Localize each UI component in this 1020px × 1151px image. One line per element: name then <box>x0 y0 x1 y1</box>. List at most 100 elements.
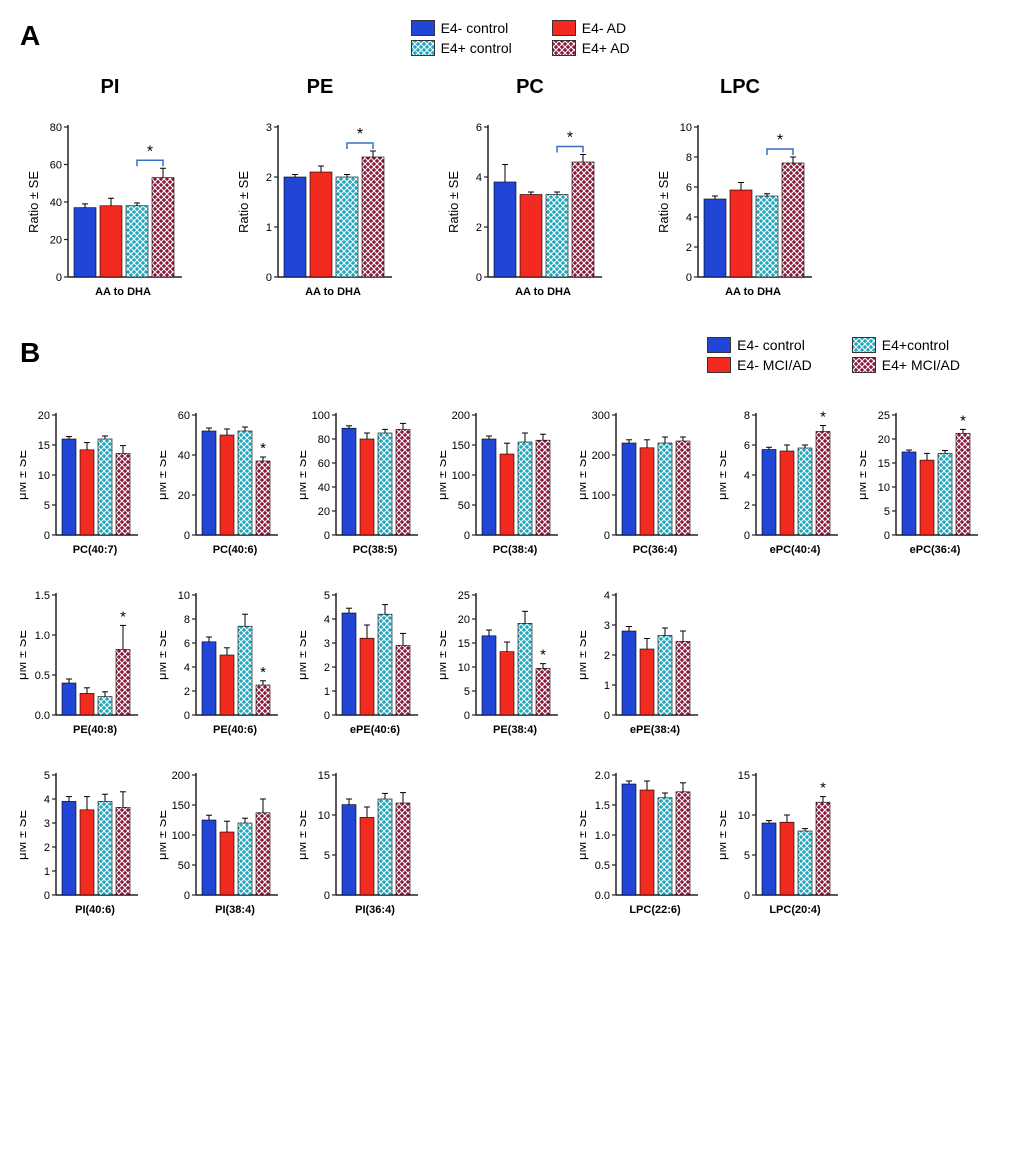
svg-text:0: 0 <box>324 530 330 542</box>
chart-a-lpc: LPC0246810Ratio ± SE*AA to DHA <box>650 76 830 307</box>
svg-text:4: 4 <box>184 662 190 674</box>
svg-text:20: 20 <box>458 614 470 626</box>
legend-item: E4+control <box>852 337 960 353</box>
svg-text:2: 2 <box>604 650 610 662</box>
bar-chart: 0.00.51.01.52.0μM ± SELPC(22:6) <box>580 753 702 923</box>
svg-text:PI(38:4): PI(38:4) <box>215 904 255 916</box>
legend-b: E4- control E4- MCI/AD E4+control E4+ MCI/A… <box>707 337 960 373</box>
bar-chart: 0246Ratio ± SE*AA to DHA <box>440 107 620 307</box>
bar-chart: 0204060μM ± SE*PC(40:6) <box>160 393 282 563</box>
chart-a-pe: PE0123Ratio ± SE*AA to DHA <box>230 76 410 307</box>
chart-b: 0.00.51.01.52.0μM ± SELPC(22:6) <box>580 753 702 923</box>
svg-text:LPC(20:4): LPC(20:4) <box>769 904 821 916</box>
legend-item: E4+ MCI/AD <box>852 357 960 373</box>
chart-b: 0 5 10 15 μM ± SE * LPC(20:4) <box>720 753 842 923</box>
svg-text:AA to DHA: AA to DHA <box>95 286 151 298</box>
panel-b-rows: 05101520μM ± SEPC(40:7)0204060μM ± SE*PC… <box>20 393 1000 923</box>
svg-text:5: 5 <box>744 850 750 862</box>
svg-text:25: 25 <box>878 410 890 422</box>
svg-text:*: * <box>820 780 826 797</box>
svg-text:μM ± SE: μM ± SE <box>20 630 29 680</box>
svg-text:20: 20 <box>878 434 890 446</box>
svg-text:PI(40:6): PI(40:6) <box>75 904 115 916</box>
svg-text:6: 6 <box>184 638 190 650</box>
svg-text:0: 0 <box>324 710 330 722</box>
svg-text:150: 150 <box>172 800 190 812</box>
legend-item: E4- MCI/AD <box>707 357 812 373</box>
svg-text:1: 1 <box>604 680 610 692</box>
bar-chart: 051015μM ± SEPI(36:4) <box>300 753 422 923</box>
svg-text:40: 40 <box>50 197 62 209</box>
svg-text:1.5: 1.5 <box>35 590 50 602</box>
svg-text:6: 6 <box>686 182 692 194</box>
svg-text:2.0: 2.0 <box>595 770 610 782</box>
svg-text:0: 0 <box>266 272 272 284</box>
chart-b: 0.00.51.01.5μM ± SE*PE(40:8) <box>20 573 142 743</box>
svg-text:1.0: 1.0 <box>595 830 610 842</box>
chart-b: 0100200300μM ± SEPC(36:4) <box>580 393 702 563</box>
svg-text:0: 0 <box>744 530 750 542</box>
svg-text:1: 1 <box>44 866 50 878</box>
svg-text:0: 0 <box>744 890 750 902</box>
svg-text:8: 8 <box>686 152 692 164</box>
svg-text:15: 15 <box>738 770 750 782</box>
svg-text:15: 15 <box>458 638 470 650</box>
svg-text:60: 60 <box>50 160 62 172</box>
svg-text:60: 60 <box>178 410 190 422</box>
svg-text:60: 60 <box>318 458 330 470</box>
svg-text:2: 2 <box>324 662 330 674</box>
bar-chart: 02468μM ± SE*ePC(40:4) <box>720 393 842 563</box>
svg-text:0: 0 <box>464 530 470 542</box>
legend-item: E4- control <box>707 337 812 353</box>
chart-title: PI <box>101 76 120 99</box>
svg-text:20: 20 <box>178 490 190 502</box>
bar-chart: 0246810Ratio ± SE*AA to DHA <box>650 107 830 307</box>
svg-text:*: * <box>960 412 966 429</box>
svg-text:10: 10 <box>458 662 470 674</box>
svg-text:15: 15 <box>878 458 890 470</box>
bar-chart: 020406080Ratio ± SE*AA to DHA <box>20 107 200 307</box>
svg-text:LPC(22:6): LPC(22:6) <box>629 904 681 916</box>
svg-text:40: 40 <box>178 450 190 462</box>
svg-text:Ratio ± SE: Ratio ± SE <box>236 171 251 233</box>
bar-chart: 0 5 10 15 μM ± SE * LPC(20:4) <box>720 753 842 923</box>
svg-text:ePE(38:4): ePE(38:4) <box>630 724 680 736</box>
svg-text:300: 300 <box>592 410 610 422</box>
svg-text:0.0: 0.0 <box>35 710 50 722</box>
svg-text:5: 5 <box>324 850 330 862</box>
svg-text:Ratio ± SE: Ratio ± SE <box>446 171 461 233</box>
svg-text:25: 25 <box>458 590 470 602</box>
bar-chart: 0246810μM ± SE*PE(40:6) <box>160 573 282 743</box>
bar-chart: 0100200300μM ± SEPC(36:4) <box>580 393 702 563</box>
svg-text:15: 15 <box>38 440 50 452</box>
svg-text:μM ± SE: μM ± SE <box>440 630 449 680</box>
svg-text:3: 3 <box>44 818 50 830</box>
svg-text:μM ± SE: μM ± SE <box>720 810 729 860</box>
svg-text:10: 10 <box>738 810 750 822</box>
svg-text:0: 0 <box>604 710 610 722</box>
chart-b: 0510152025μM ± SE*ePC(36:4) <box>860 393 982 563</box>
svg-text:1.0: 1.0 <box>35 630 50 642</box>
bar-chart: 0.00.51.01.5μM ± SE*PE(40:8) <box>20 573 142 743</box>
svg-text:μM ± SE: μM ± SE <box>580 810 589 860</box>
svg-text:50: 50 <box>178 860 190 872</box>
svg-text:100: 100 <box>172 830 190 842</box>
svg-text:PE(38:4): PE(38:4) <box>493 724 537 736</box>
svg-text:PC(40:7): PC(40:7) <box>73 544 118 556</box>
svg-text:5: 5 <box>44 770 50 782</box>
chart-a-pc: PC0246Ratio ± SE*AA to DHA <box>440 76 620 307</box>
panel-b-row-2: 012345μM ± SEPI(40:6)050100150200μM ± SE… <box>20 753 1000 923</box>
svg-text:100: 100 <box>592 490 610 502</box>
svg-text:2: 2 <box>476 222 482 234</box>
svg-text:80: 80 <box>318 434 330 446</box>
svg-text:4: 4 <box>324 614 330 626</box>
svg-text:2: 2 <box>44 842 50 854</box>
legend-item: E4+ control <box>411 40 512 56</box>
svg-text:μM ± SE: μM ± SE <box>860 450 869 500</box>
svg-text:1.5: 1.5 <box>595 800 610 812</box>
chart-b: 0510152025μM ± SE*PE(38:4) <box>440 573 562 743</box>
svg-text:4: 4 <box>476 172 482 184</box>
svg-text:0: 0 <box>184 890 190 902</box>
svg-text:2: 2 <box>184 686 190 698</box>
svg-text:4: 4 <box>744 470 750 482</box>
